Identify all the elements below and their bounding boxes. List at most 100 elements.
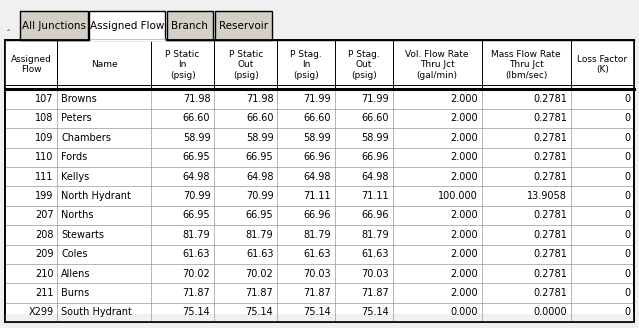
- Text: ‸: ‸: [6, 21, 10, 31]
- Text: 66.96: 66.96: [361, 152, 389, 162]
- Text: 207: 207: [35, 211, 54, 220]
- Text: All Junctions: All Junctions: [22, 21, 86, 31]
- Text: 0: 0: [624, 113, 630, 123]
- Text: 71.98: 71.98: [246, 94, 273, 104]
- Text: 66.95: 66.95: [246, 152, 273, 162]
- Text: 61.63: 61.63: [183, 249, 210, 259]
- Text: X299: X299: [28, 307, 54, 318]
- Text: 81.79: 81.79: [304, 230, 331, 240]
- Text: 109: 109: [35, 133, 54, 143]
- Text: 2.000: 2.000: [450, 230, 478, 240]
- Text: 0.000: 0.000: [450, 307, 478, 318]
- Text: Assigned Flow: Assigned Flow: [90, 21, 164, 31]
- Bar: [5, 314, 634, 322]
- Text: 66.60: 66.60: [183, 113, 210, 123]
- Text: 2.000: 2.000: [450, 113, 478, 123]
- Text: 66.96: 66.96: [304, 152, 331, 162]
- Text: 70.99: 70.99: [246, 191, 273, 201]
- Text: 66.96: 66.96: [361, 211, 389, 220]
- Text: 64.98: 64.98: [361, 172, 389, 182]
- Text: 64.98: 64.98: [246, 172, 273, 182]
- Text: Mass Flow Rate
Thru Jct
(lbm/sec): Mass Flow Rate Thru Jct (lbm/sec): [491, 50, 561, 80]
- Text: Reservoir: Reservoir: [219, 21, 268, 31]
- Text: 71.87: 71.87: [361, 288, 389, 298]
- Text: Vol. Flow Rate
Thru Jct
(gal/min): Vol. Flow Rate Thru Jct (gal/min): [405, 50, 469, 80]
- Bar: [5, 40, 634, 322]
- Text: 107: 107: [35, 94, 54, 104]
- Text: 0: 0: [624, 211, 630, 220]
- Text: 0: 0: [624, 249, 630, 259]
- Bar: [215, 11, 272, 40]
- Text: 58.99: 58.99: [304, 133, 331, 143]
- Text: 100.000: 100.000: [438, 191, 478, 201]
- Text: 66.95: 66.95: [183, 211, 210, 220]
- Text: 66.95: 66.95: [183, 152, 210, 162]
- Text: 0: 0: [624, 152, 630, 162]
- Text: 66.95: 66.95: [246, 211, 273, 220]
- Text: 66.60: 66.60: [361, 113, 389, 123]
- Text: 111: 111: [35, 172, 54, 182]
- Text: 75.14: 75.14: [304, 307, 331, 318]
- Text: South Hydrant: South Hydrant: [61, 307, 132, 318]
- Text: 0: 0: [624, 307, 630, 318]
- Text: 75.14: 75.14: [361, 307, 389, 318]
- Text: 0.2781: 0.2781: [533, 113, 567, 123]
- Text: 2.000: 2.000: [450, 94, 478, 104]
- Text: 0: 0: [624, 94, 630, 104]
- Text: 110: 110: [35, 152, 54, 162]
- Text: 71.99: 71.99: [304, 94, 331, 104]
- Text: Fords: Fords: [61, 152, 88, 162]
- Text: 71.87: 71.87: [245, 288, 273, 298]
- Text: 2.000: 2.000: [450, 269, 478, 278]
- Text: 0.2781: 0.2781: [533, 211, 567, 220]
- Text: 0.2781: 0.2781: [533, 288, 567, 298]
- Text: 0: 0: [624, 269, 630, 278]
- Text: 211: 211: [35, 288, 54, 298]
- Text: 2.000: 2.000: [450, 133, 478, 143]
- Text: 0.0000: 0.0000: [534, 307, 567, 318]
- Text: 108: 108: [35, 113, 54, 123]
- Text: 0: 0: [624, 172, 630, 182]
- Text: 61.63: 61.63: [361, 249, 389, 259]
- Text: 61.63: 61.63: [304, 249, 331, 259]
- Text: 66.96: 66.96: [304, 211, 331, 220]
- Text: 0: 0: [624, 230, 630, 240]
- Bar: [167, 11, 213, 40]
- Text: 0.2781: 0.2781: [533, 172, 567, 182]
- Text: 71.98: 71.98: [183, 94, 210, 104]
- Text: 208: 208: [35, 230, 54, 240]
- Text: Kellys: Kellys: [61, 172, 89, 182]
- Text: 71.11: 71.11: [304, 191, 331, 201]
- Text: 58.99: 58.99: [361, 133, 389, 143]
- Text: Loss Factor
(K): Loss Factor (K): [577, 55, 627, 74]
- Bar: [5, 40, 634, 89]
- Text: P Stag.
In
(psig): P Stag. In (psig): [290, 50, 322, 80]
- Bar: [89, 11, 165, 40]
- Text: North Hydrant: North Hydrant: [61, 191, 131, 201]
- Bar: [20, 11, 88, 40]
- Text: 0.2781: 0.2781: [533, 230, 567, 240]
- Text: Branch: Branch: [171, 21, 208, 31]
- Text: 71.87: 71.87: [183, 288, 210, 298]
- Text: 64.98: 64.98: [183, 172, 210, 182]
- Text: 75.14: 75.14: [183, 307, 210, 318]
- Text: Name: Name: [91, 60, 118, 69]
- Text: 2.000: 2.000: [450, 172, 478, 182]
- Text: Assigned
Flow: Assigned Flow: [11, 55, 52, 74]
- Text: 71.11: 71.11: [361, 191, 389, 201]
- Text: 210: 210: [35, 269, 54, 278]
- Text: 58.99: 58.99: [246, 133, 273, 143]
- Text: 64.98: 64.98: [304, 172, 331, 182]
- Text: Burns: Burns: [61, 288, 89, 298]
- Text: 70.02: 70.02: [245, 269, 273, 278]
- Text: Stewarts: Stewarts: [61, 230, 104, 240]
- Text: 2.000: 2.000: [450, 249, 478, 259]
- Text: Chambers: Chambers: [61, 133, 111, 143]
- Text: Norths: Norths: [61, 211, 94, 220]
- Text: Coles: Coles: [61, 249, 88, 259]
- Text: 0.2781: 0.2781: [533, 249, 567, 259]
- Text: 0.2781: 0.2781: [533, 269, 567, 278]
- Text: 58.99: 58.99: [183, 133, 210, 143]
- Text: 71.87: 71.87: [304, 288, 331, 298]
- Text: Browns: Browns: [61, 94, 97, 104]
